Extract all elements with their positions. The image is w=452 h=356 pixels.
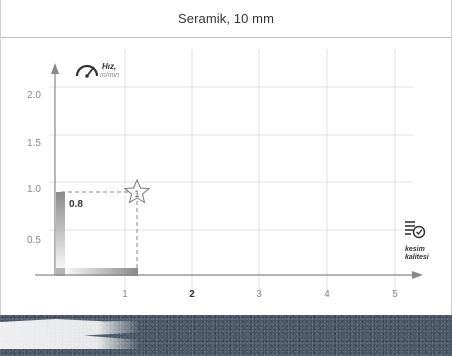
speedometer-icon	[75, 64, 99, 78]
marker-number: 1	[134, 189, 139, 199]
y-tick-label: 1.0	[27, 184, 41, 195]
y-axis-unit-sub: m/min	[100, 72, 119, 79]
x-tick-label[interactable]: 3	[256, 289, 262, 300]
grid	[49, 49, 413, 297]
star-icon[interactable]	[123, 178, 151, 204]
cut-quality-icon	[405, 221, 426, 239]
material-header: Seramik, 10 mm	[0, 0, 452, 38]
x-tick-label[interactable]: 5	[392, 289, 398, 300]
x-axis-label-line2: kalitesi	[405, 254, 430, 261]
value-region	[56, 192, 138, 276]
speed-quality-chart[interactable]: 2.0 1.5 1.0 0.5 1 2 3 4 5 0.8 1 Hız,	[0, 39, 452, 315]
y-tick-label: 0.5	[27, 235, 41, 246]
axes	[35, 63, 423, 279]
x-tick-label-selected[interactable]: 2	[189, 289, 195, 300]
material-title: Seramik, 10 mm	[177, 11, 275, 26]
x-tick-label[interactable]: 1	[122, 289, 128, 300]
chart-svg[interactable]: 2.0 1.5 1.0 0.5 1 2 3 4 5 0.8 1 Hız,	[1, 39, 451, 315]
x-axis-label-line1: kesim	[405, 246, 425, 253]
y-tick-label: 1.5	[27, 138, 41, 149]
value-label: 0.8	[69, 199, 83, 210]
y-tick-label: 2.0	[27, 90, 41, 101]
star-marker[interactable]: 1	[123, 178, 151, 204]
y-axis-unit-title: Hız,	[102, 62, 116, 71]
x-tick-label[interactable]: 4	[324, 289, 330, 300]
